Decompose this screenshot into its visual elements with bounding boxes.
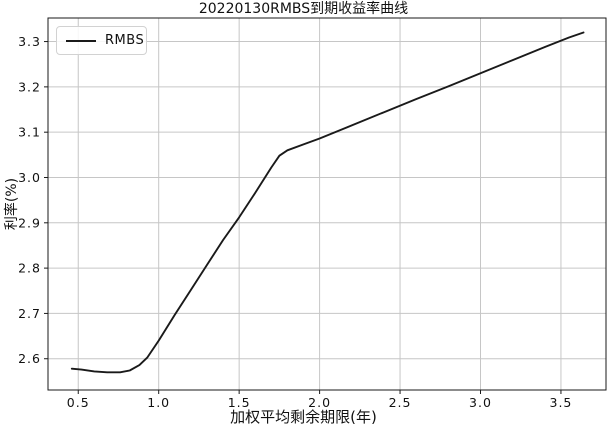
x-tick-label: 0.5 (67, 395, 90, 410)
chart-title: 20220130RMBS到期收益率曲线 (198, 1, 409, 17)
y-tick-label: 3.2 (18, 79, 41, 94)
x-tick-label: 3.5 (550, 395, 573, 410)
y-tick-label: 2.6 (18, 351, 41, 366)
x-axis-label: 加权平均剩余期限(年) (230, 408, 377, 426)
data-line-rmbs (70, 31, 585, 374)
legend: RMBS (56, 26, 147, 55)
y-tick-label: 2.7 (18, 306, 41, 321)
x-tick-label: 2.5 (389, 395, 412, 410)
y-tick-label: 2.9 (18, 215, 41, 230)
legend-line-sample (66, 39, 96, 42)
y-tick-label: 3.0 (18, 170, 41, 185)
x-tick-label: 3.0 (469, 395, 492, 410)
y-tick-label: 3.3 (18, 34, 41, 49)
legend-label: RMBS (105, 33, 145, 48)
x-tick-label: 1.0 (147, 395, 170, 410)
x-tick-label: 1.5 (228, 395, 251, 410)
y-tick-label: 2.8 (18, 261, 41, 276)
y-tick-label: 3.1 (18, 125, 41, 140)
y-axis-label: 利率(%) (4, 177, 20, 231)
plot-spines (47, 17, 607, 391)
x-tick-label: 2.0 (308, 395, 331, 410)
